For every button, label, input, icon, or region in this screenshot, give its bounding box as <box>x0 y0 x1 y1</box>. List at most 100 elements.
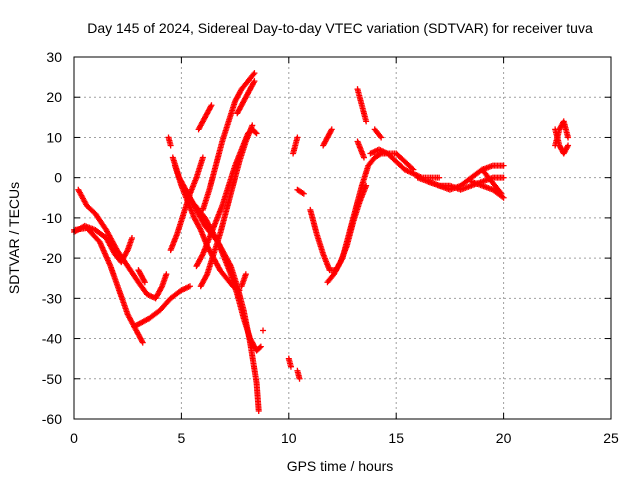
data-point <box>367 150 374 157</box>
data-point <box>204 271 211 278</box>
data-point <box>371 154 378 161</box>
data-point <box>135 267 142 274</box>
data-point <box>197 226 204 233</box>
data-point <box>225 118 232 125</box>
data-point <box>436 182 443 189</box>
data-point <box>202 222 209 229</box>
data-point <box>96 239 103 246</box>
data-point <box>324 279 331 286</box>
y-tick-label: -20 <box>42 250 62 266</box>
data-point <box>378 134 385 141</box>
track-marker <box>141 277 148 284</box>
data-point <box>479 166 486 173</box>
data-point <box>167 295 174 302</box>
data-point <box>206 235 213 241</box>
data-point <box>124 263 131 270</box>
series-track-06 <box>165 134 174 149</box>
data-point <box>204 110 211 117</box>
data-point <box>182 186 189 193</box>
data-point <box>146 315 153 322</box>
data-point <box>324 134 331 141</box>
data-point <box>337 259 344 266</box>
x-tick-label: 25 <box>603 430 619 446</box>
y-axis-label: SDTVAR / TECUs <box>6 182 22 294</box>
series-track-24 <box>320 126 335 149</box>
data-point <box>376 146 383 153</box>
data-point <box>223 206 230 213</box>
data-point <box>358 102 365 109</box>
data-point <box>217 267 224 274</box>
data-point <box>500 162 507 169</box>
track-marker <box>497 189 504 196</box>
track-marker <box>139 338 146 345</box>
data-point <box>249 122 256 129</box>
data-point <box>354 86 361 93</box>
data-point <box>247 335 254 342</box>
data-point <box>124 247 131 254</box>
data-point <box>328 126 335 133</box>
data-point <box>128 235 135 241</box>
series-track-31 <box>468 178 507 201</box>
data-point <box>363 118 370 125</box>
data-point <box>255 407 262 414</box>
data-point <box>489 162 496 169</box>
series-track-18 <box>285 355 294 370</box>
data-point <box>165 134 172 141</box>
data-point <box>199 118 206 125</box>
series-track-21 <box>294 186 307 197</box>
data-point <box>212 218 219 225</box>
series-track-22 <box>307 150 417 274</box>
data-point <box>178 287 185 294</box>
track-marker <box>256 344 263 351</box>
y-tick-label: -60 <box>42 411 62 427</box>
y-tick-label: -30 <box>42 290 62 306</box>
data-point <box>186 283 193 290</box>
data-point <box>560 118 567 125</box>
data-point <box>320 142 327 149</box>
data-point <box>244 78 251 85</box>
data-point <box>167 142 174 149</box>
data-point <box>113 247 120 254</box>
data-point <box>234 291 241 298</box>
data-point <box>163 271 170 278</box>
data-point <box>152 295 159 302</box>
data-point <box>116 287 123 294</box>
data-point <box>401 166 408 173</box>
track-marker <box>158 284 165 291</box>
data-point <box>247 86 254 93</box>
data-point <box>489 186 496 193</box>
data-point <box>227 271 234 278</box>
data-point <box>156 307 163 314</box>
data-point <box>178 182 185 189</box>
data-point <box>498 190 505 197</box>
y-tick-label: -10 <box>42 210 62 226</box>
series-track-20 <box>290 134 301 157</box>
data-point <box>210 251 217 258</box>
data-point <box>414 174 421 181</box>
track-marker <box>123 248 130 255</box>
series-track-19 <box>294 367 303 382</box>
data-point <box>169 154 176 161</box>
y-tick-label: -50 <box>42 371 62 387</box>
track-marker <box>299 189 306 196</box>
data-point <box>343 243 350 250</box>
series-track-34 <box>552 118 572 149</box>
series-track-23 <box>324 182 370 286</box>
track-marker <box>203 272 210 279</box>
data-point <box>425 178 432 185</box>
data-point <box>363 182 370 189</box>
data-point <box>133 327 140 334</box>
data-point <box>191 214 198 221</box>
data-point <box>401 158 408 165</box>
data-point <box>189 198 196 205</box>
data-point <box>565 142 572 149</box>
data-point <box>320 251 327 258</box>
data-point <box>242 138 249 145</box>
data-point <box>296 375 303 382</box>
data-point <box>565 134 572 141</box>
x-tick-label: 20 <box>496 430 512 446</box>
data-point <box>238 86 245 93</box>
track-marker <box>499 193 506 200</box>
data-point <box>479 182 486 189</box>
